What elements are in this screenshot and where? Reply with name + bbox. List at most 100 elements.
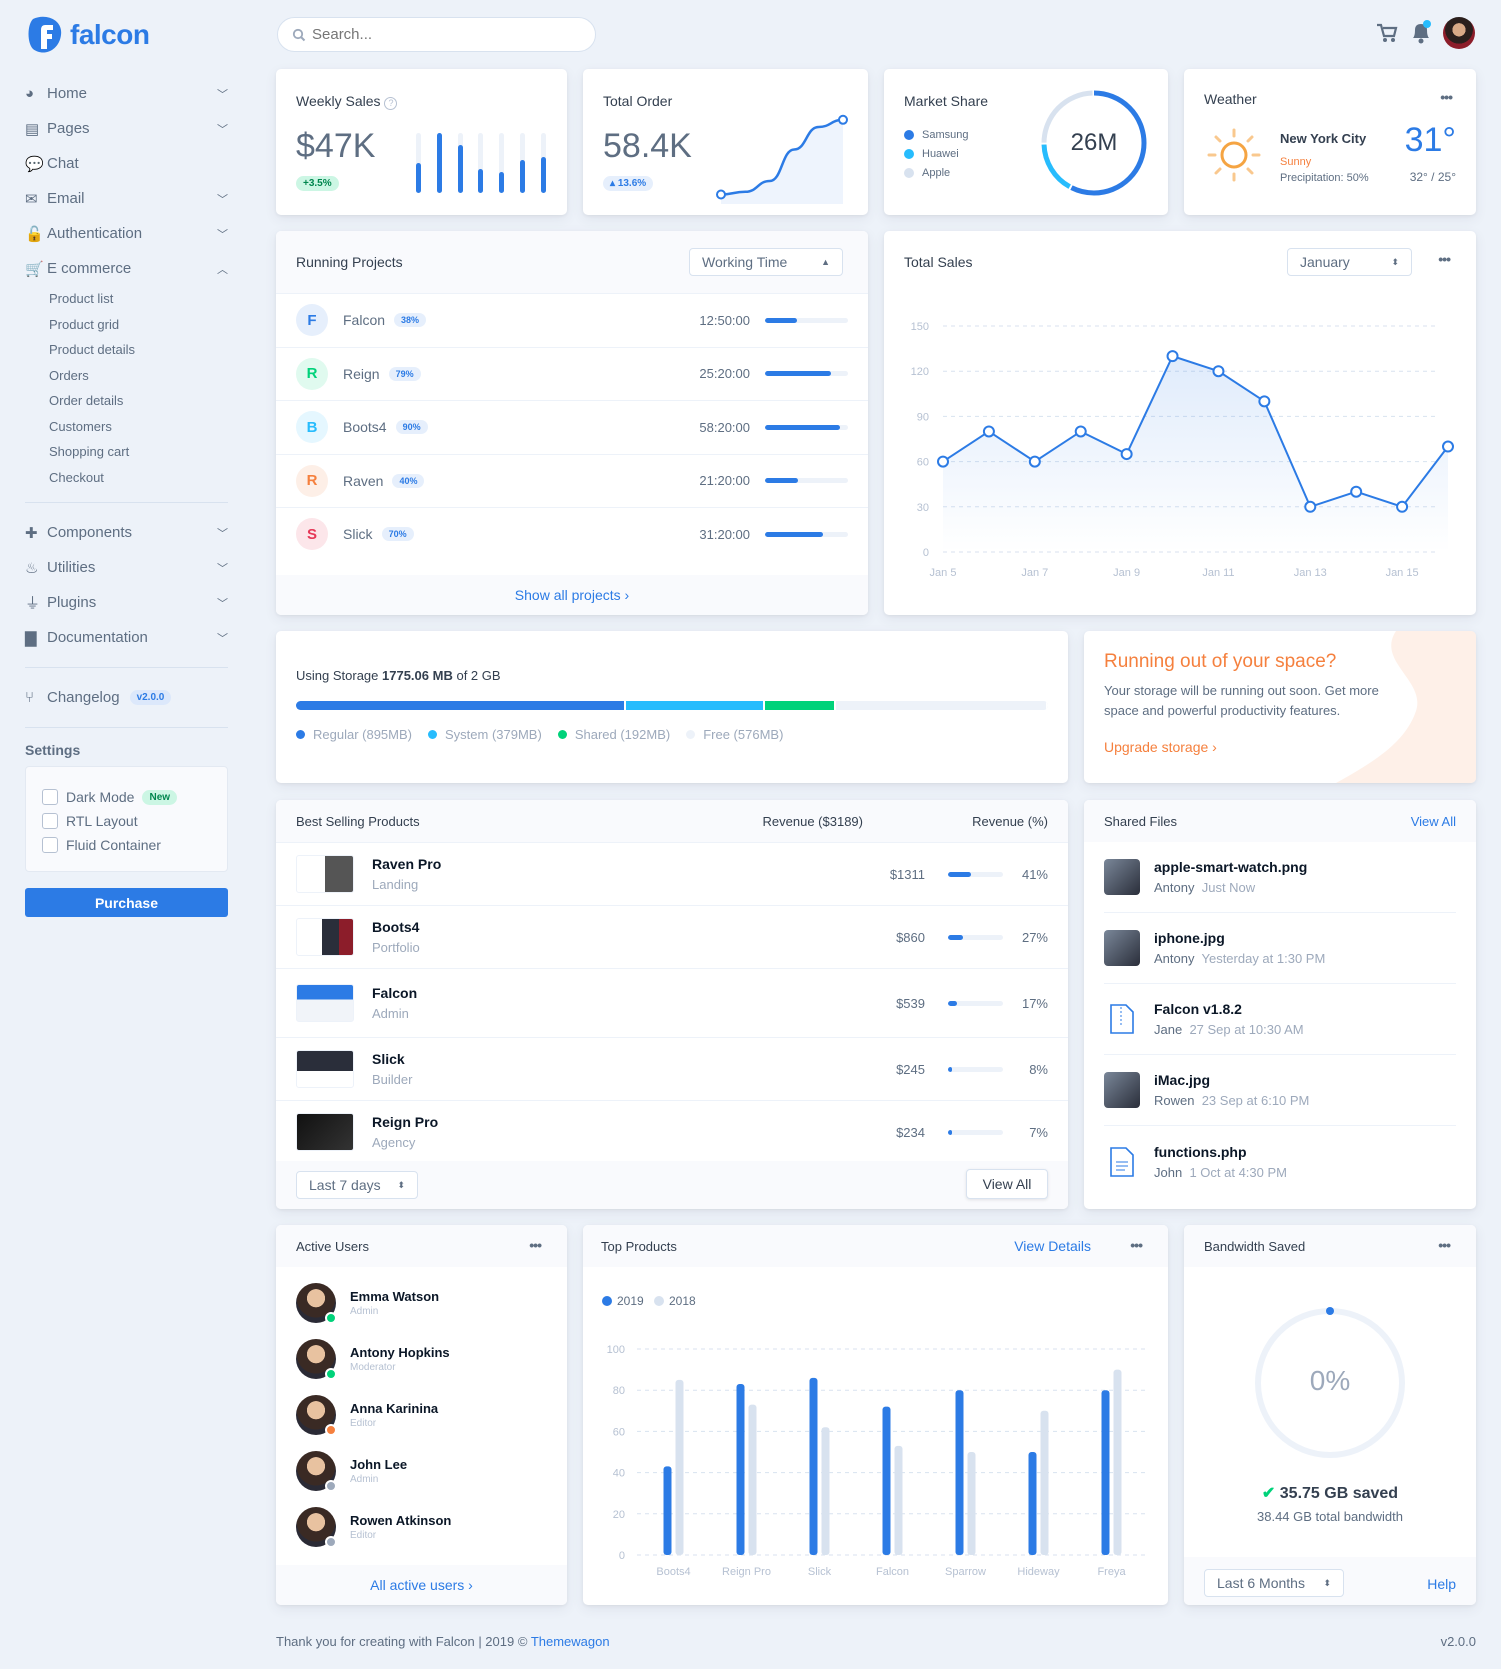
- checkbox[interactable]: [42, 837, 58, 853]
- sidebar-subitem[interactable]: Product grid: [49, 316, 120, 332]
- product-row[interactable]: Slick Builder $245 8%: [276, 1037, 1068, 1100]
- checkbox[interactable]: [42, 789, 58, 805]
- product-row[interactable]: Boots4 Portfolio $860 27%: [276, 905, 1068, 968]
- file-row[interactable]: iMac.jpg Rowen 23 Sep at 6:10 PM: [1104, 1055, 1456, 1126]
- project-row[interactable]: R Raven 40% 21:20:00: [276, 453, 868, 508]
- product-name[interactable]: Raven Pro: [372, 856, 442, 872]
- user-name[interactable]: John Lee: [350, 1457, 408, 1472]
- cart-icon[interactable]: [1376, 22, 1398, 44]
- view-all-button[interactable]: View All: [966, 1169, 1048, 1199]
- user-row[interactable]: Antony Hopkins Moderator: [296, 1331, 450, 1387]
- product-row[interactable]: Falcon Admin $539 17%: [276, 968, 1068, 1037]
- more-options-icon[interactable]: •••: [1438, 1237, 1451, 1253]
- project-row[interactable]: S Slick 70% 31:20:00: [276, 507, 868, 561]
- user-name[interactable]: Anna Karinina: [350, 1401, 439, 1416]
- sidebar-item-changelog[interactable]: ⑂ Changelog v2.0.0: [25, 680, 228, 715]
- period-select[interactable]: Last 7 days ⬍: [296, 1171, 418, 1199]
- view-all-link[interactable]: View All: [1410, 814, 1456, 829]
- project-row[interactable]: B Boots4 90% 58:20:00: [276, 400, 868, 454]
- period-select[interactable]: Last 6 Months ⬍: [1204, 1569, 1344, 1597]
- sidebar-subitem[interactable]: Product details: [49, 342, 135, 357]
- product-row[interactable]: Raven Pro Landing $1311 41%: [276, 842, 1068, 905]
- nav-label: Pages: [47, 120, 90, 137]
- sidebar-item-e-commerce[interactable]: 🛒 E commerce ︿: [25, 251, 228, 286]
- user-name[interactable]: Antony Hopkins: [350, 1345, 450, 1360]
- setting-checkbox[interactable]: RTL Layout: [42, 809, 211, 833]
- file-name[interactable]: iphone.jpg: [1154, 930, 1225, 946]
- sidebar-item-pages[interactable]: ▤ Pages ﹀: [25, 111, 228, 146]
- more-options-icon[interactable]: •••: [1130, 1237, 1143, 1253]
- file-row[interactable]: apple-smart-watch.png Antony Just Now: [1104, 842, 1456, 913]
- themewagon-link[interactable]: Themewagon: [530, 1634, 610, 1649]
- file-row[interactable]: Falcon v1.8.2 Jane 27 Sep at 10:30 AM: [1104, 984, 1456, 1055]
- unlock-icon: 🔓: [25, 225, 44, 243]
- product-name[interactable]: Reign Pro: [372, 1114, 439, 1130]
- help-icon[interactable]: ?: [384, 97, 398, 110]
- product-type: Admin: [372, 1006, 409, 1021]
- sidebar-subitem[interactable]: Shopping cart: [49, 444, 130, 459]
- product-row[interactable]: Reign Pro Agency $234 7%: [276, 1100, 1068, 1163]
- status-indicator: [325, 1368, 337, 1380]
- bar-2018: [967, 1452, 976, 1555]
- bar-2018: [894, 1445, 903, 1555]
- user-name[interactable]: Emma Watson: [350, 1289, 440, 1304]
- more-options-icon[interactable]: •••: [1438, 251, 1451, 267]
- setting-checkbox[interactable]: Fluid Container: [42, 833, 211, 857]
- checkbox[interactable]: [42, 813, 58, 829]
- search-box[interactable]: [277, 17, 596, 52]
- sidebar-item-plugins[interactable]: ⏚ Plugins ﹀: [25, 585, 228, 620]
- sidebar-subitem[interactable]: Product list: [49, 291, 114, 306]
- bandwidth-saved-card: Bandwidth Saved ••• 0% ✔ 35.75 GB saved …: [1184, 1225, 1476, 1605]
- weekly-sales-bar: [436, 133, 442, 193]
- user-row[interactable]: Rowen Atkinson Editor: [296, 1499, 451, 1555]
- user-name[interactable]: Rowen Atkinson: [350, 1513, 452, 1528]
- file-name[interactable]: apple-smart-watch.png: [1154, 859, 1308, 875]
- setting-checkbox[interactable]: Dark Mode New: [42, 785, 211, 809]
- sidebar-subitem[interactable]: Customers: [49, 418, 112, 434]
- help-link[interactable]: Help: [1427, 1576, 1456, 1592]
- more-options-icon[interactable]: •••: [1440, 89, 1453, 105]
- file-name[interactable]: Falcon v1.8.2: [1154, 1001, 1242, 1017]
- sidebar-item-documentation[interactable]: ▇ Documentation ﹀: [25, 620, 228, 655]
- sales-point: [1304, 500, 1317, 513]
- product-name[interactable]: Falcon: [372, 985, 418, 1001]
- divider: [25, 502, 228, 503]
- search-input[interactable]: [312, 26, 572, 43]
- user-avatar: [296, 1283, 337, 1324]
- envelope-open-icon: ✉: [25, 190, 38, 208]
- show-all-projects-link[interactable]: Show all projects ›: [514, 587, 630, 603]
- status-indicator: [325, 1536, 337, 1548]
- sidebar-item-home[interactable]: ◕ Home ﹀: [25, 76, 228, 111]
- sidebar-item-components[interactable]: ✚ Components ﹀: [25, 515, 228, 550]
- upgrade-storage-link[interactable]: Upgrade storage ›: [1104, 739, 1217, 755]
- bell-icon[interactable]: [1409, 19, 1433, 45]
- file-row[interactable]: iphone.jpg Antony Yesterday at 1:30 PM: [1104, 913, 1456, 984]
- user-row[interactable]: Anna Karinina Editor: [296, 1387, 438, 1443]
- sidebar-item-email[interactable]: ✉ Email ﹀: [25, 181, 228, 216]
- product-name[interactable]: Slick: [372, 1051, 405, 1067]
- user-avatar[interactable]: [1443, 17, 1475, 49]
- sidebar-subitem[interactable]: Checkout: [49, 469, 104, 485]
- sidebar-item-chat[interactable]: 💬 Chat: [25, 146, 228, 181]
- month-select[interactable]: January ⬍: [1287, 248, 1412, 276]
- logo[interactable]: falcon: [25, 15, 150, 55]
- working-time-select[interactable]: Working Time ▲: [689, 248, 843, 276]
- sidebar-subitem[interactable]: Orders: [49, 367, 89, 383]
- product-type: Builder: [372, 1072, 413, 1087]
- product-name[interactable]: Boots4: [372, 919, 420, 935]
- file-row[interactable]: functions.php John 1 Oct at 4:30 PM: [1104, 1126, 1456, 1197]
- file-name[interactable]: iMac.jpg: [1154, 1072, 1211, 1088]
- file-name[interactable]: functions.php: [1154, 1143, 1247, 1160]
- purchase-button[interactable]: Purchase: [25, 888, 228, 917]
- user-row[interactable]: John Lee Admin: [296, 1443, 407, 1499]
- project-row[interactable]: R Reign 79% 25:20:00: [276, 346, 868, 401]
- more-options-icon[interactable]: •••: [529, 1237, 542, 1253]
- sidebar-item-utilities[interactable]: ♨ Utilities ﹀: [25, 550, 228, 585]
- sidebar-item-authentication[interactable]: 🔓 Authentication ﹀: [25, 216, 228, 251]
- project-row[interactable]: F Falcon 38% 12:50:00: [276, 293, 868, 347]
- user-row[interactable]: Emma Watson Admin: [296, 1275, 439, 1331]
- all-active-users-link[interactable]: All active users ›: [370, 1577, 473, 1593]
- sidebar-subitem[interactable]: Order details: [49, 393, 124, 408]
- sales-area: [943, 356, 1448, 552]
- view-details-link[interactable]: View Details: [1014, 1238, 1091, 1254]
